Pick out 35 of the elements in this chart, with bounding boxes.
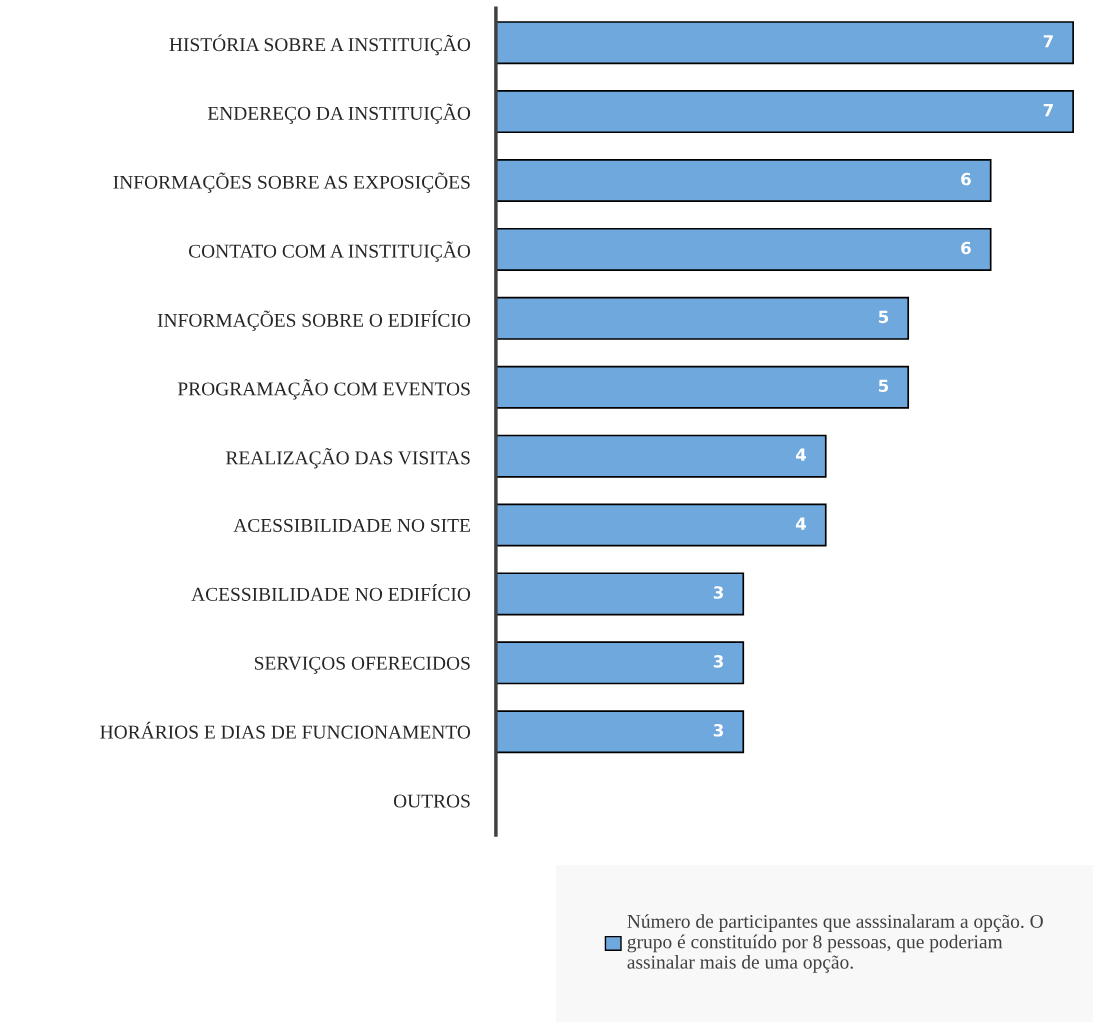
y-tick-label: ACESSIBILIDADE NO SITE	[233, 518, 470, 532]
data-label: 6	[961, 241, 971, 255]
bar	[495, 21, 1074, 65]
y-tick-label: INFORMAÇÕES SOBRE AS EXPOSIÇÕES	[113, 172, 470, 193]
bar	[495, 365, 910, 409]
data-label: 7	[1043, 35, 1053, 48]
data-label: 4	[795, 517, 807, 530]
data-label: 3	[713, 723, 723, 737]
y-tick-label: ACESSIBILIDADE NO EDIFÍCIO	[191, 584, 471, 601]
y-tick-label: HORÁRIOS E DIAS DE FUNCIONAMENTO	[100, 721, 471, 739]
bar	[495, 572, 745, 616]
bar	[495, 296, 910, 340]
bar	[495, 159, 992, 203]
data-label: 3	[713, 586, 723, 599]
bar	[495, 434, 827, 478]
bar	[495, 90, 1074, 134]
data-label: 5	[878, 310, 889, 324]
bar	[495, 227, 992, 271]
bar	[495, 710, 745, 754]
y-tick-label: OUTROS	[393, 794, 470, 808]
data-label: 4	[795, 448, 807, 461]
y-tick-label: INFORMAÇÕES SOBRE O EDIFÍCIO	[157, 310, 471, 331]
y-tick-label: HISTÓRIA SOBRE A INSTITUIÇÃO	[169, 34, 471, 56]
data-label: 7	[1043, 104, 1053, 117]
y-tick-label: REALIZAÇÃO DAS VISITAS	[225, 448, 470, 469]
data-label: 5	[878, 379, 889, 393]
legend-label: Número de participantes que asssinalaram a opção. O grupo é constituído por 8 pessoas, que poderiam assinalar mais de uma opção.	[627, 914, 1043, 973]
y-tick-label: PROGRAMAÇÃO COM EVENTOS	[177, 379, 470, 400]
data-label: 6	[961, 172, 971, 186]
y-tick-label: ENDEREÇO DA INSTITUIÇÃO	[207, 103, 471, 124]
bar	[495, 641, 745, 685]
y-tick-label: SERVIÇOS OFERECIDOS	[254, 656, 470, 674]
data-label: 3	[713, 655, 723, 668]
bar	[495, 503, 827, 547]
y-tick-label: CONTATO COM A INSTITUIÇÃO	[188, 241, 471, 262]
